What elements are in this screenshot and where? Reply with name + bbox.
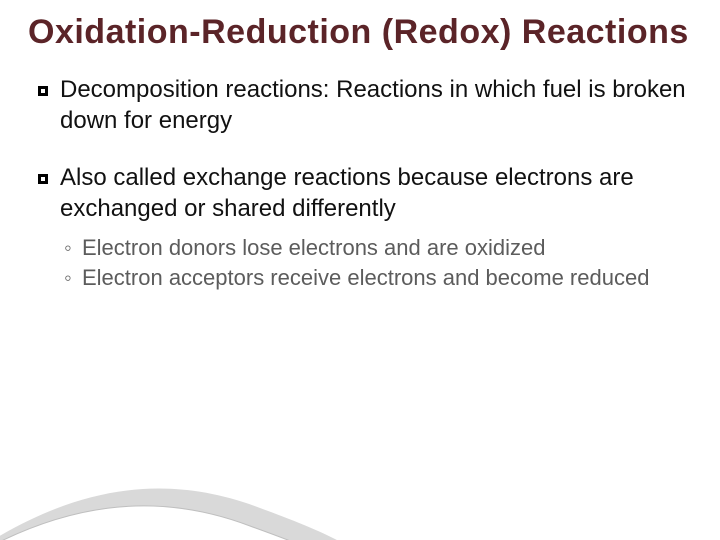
bullet-list: Decomposition reactions: Reactions in wh… [28,75,692,292]
decorative-swoosh [0,430,720,540]
sub-text: Electron acceptors receive electrons and… [82,265,649,290]
sub-list: Electron donors lose electrons and are o… [60,234,692,292]
bullet-item: Decomposition reactions: Reactions in wh… [36,75,692,136]
swoosh-front-stroke [0,506,330,540]
swoosh-back [0,489,360,540]
bullet-text: Also called exchange reactions because e… [60,164,634,222]
bullet-item: Also called exchange reactions because e… [36,163,692,293]
slide: Oxidation-Reduction (Redox) Reactions De… [0,0,720,540]
sub-item: Electron acceptors receive electrons and… [64,264,692,292]
swoosh-front [0,506,330,540]
sub-text: Electron donors lose electrons and are o… [82,235,546,260]
slide-title: Oxidation-Reduction (Redox) Reactions [28,14,692,51]
bullet-text: Decomposition reactions: Reactions in wh… [60,76,686,134]
sub-item: Electron donors lose electrons and are o… [64,234,692,262]
